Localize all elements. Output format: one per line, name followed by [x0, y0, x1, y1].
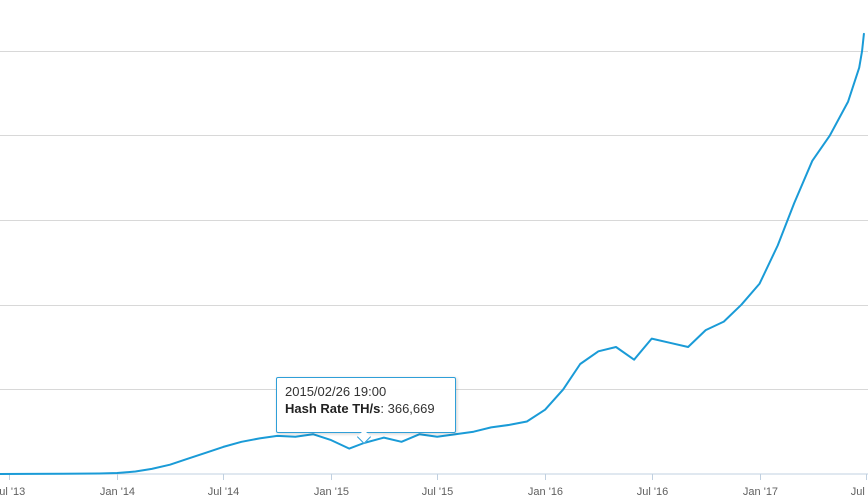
tooltip-separator: :	[380, 401, 388, 416]
series-line-0[interactable]	[0, 32, 865, 475]
tooltip-value: 366,669	[387, 401, 435, 416]
x-tick-label-7: Jan '17	[743, 486, 778, 498]
x-tick-label-1: Jan '14	[100, 486, 135, 498]
x-tick-label-2: Jul '14	[208, 486, 239, 498]
tooltip-series-label: Hash Rate TH/s	[285, 401, 381, 416]
x-axis: Jul '13 Jan '14 Jul '14 Jan '15 Jul '15 Jan '…	[0, 474, 868, 498]
data-tooltip: 2015/02/26 19:00 Hash Rate TH/s: 366,669	[276, 377, 456, 433]
x-tick-label-5: Jan '16	[528, 486, 563, 498]
plot-area[interactable]	[0, 32, 865, 475]
x-tick-label-8: Jul '17	[851, 486, 868, 498]
x-tick-label-4: Jul '15	[422, 486, 453, 498]
x-tick-label-3: Jan '15	[314, 486, 349, 498]
tooltip-body: Hash Rate TH/s: 366,669	[285, 400, 447, 417]
tooltip-date: 2015/02/26 19:00	[285, 384, 387, 399]
gridlines	[0, 51, 868, 390]
x-tick-label-6: Jul '16	[637, 486, 668, 498]
x-tick-label-0: Jul '13	[0, 486, 25, 498]
